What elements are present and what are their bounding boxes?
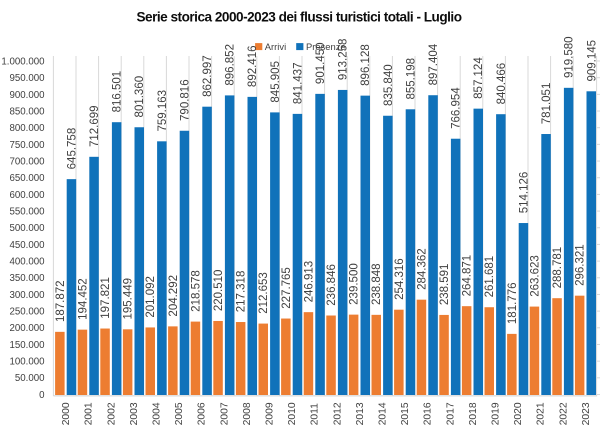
svg-text:218.578: 218.578	[190, 270, 202, 312]
svg-text:300.000: 300.000	[9, 290, 45, 301]
svg-text:204.292: 204.292	[168, 275, 180, 317]
svg-text:0: 0	[39, 390, 45, 401]
svg-text:236.846: 236.846	[326, 264, 338, 306]
svg-text:197.821: 197.821	[100, 277, 112, 319]
svg-text:766.954: 766.954	[451, 87, 463, 129]
svg-text:150.000: 150.000	[9, 340, 45, 351]
svg-text:181.776: 181.776	[507, 283, 519, 325]
svg-text:284.362: 284.362	[416, 248, 428, 290]
svg-text:2014: 2014	[378, 402, 389, 425]
svg-text:238.591: 238.591	[439, 264, 451, 306]
svg-text:2013: 2013	[355, 402, 366, 425]
svg-text:250.000: 250.000	[9, 307, 45, 318]
svg-text:514.126: 514.126	[518, 172, 530, 214]
svg-text:2012: 2012	[332, 402, 343, 425]
svg-text:2004: 2004	[152, 402, 163, 425]
svg-text:2001: 2001	[84, 402, 95, 425]
svg-text:254.316: 254.316	[394, 258, 406, 300]
svg-text:2007: 2007	[219, 402, 230, 425]
svg-text:650.000: 650.000	[9, 173, 45, 184]
svg-text:840.466: 840.466	[496, 63, 508, 105]
svg-text:200.000: 200.000	[9, 323, 45, 334]
svg-text:2017: 2017	[445, 402, 456, 425]
svg-text:712.699: 712.699	[89, 105, 101, 147]
svg-text:187.872: 187.872	[55, 280, 67, 322]
svg-text:600.000: 600.000	[9, 190, 45, 201]
svg-text:2000: 2000	[61, 402, 72, 425]
svg-text:195.449: 195.449	[123, 278, 135, 320]
svg-text:790.816: 790.816	[179, 79, 191, 121]
svg-text:2009: 2009	[265, 402, 276, 425]
svg-text:2021: 2021	[536, 402, 547, 425]
svg-text:950.000: 950.000	[9, 73, 45, 84]
svg-text:919.580: 919.580	[564, 36, 576, 78]
svg-text:2003: 2003	[129, 402, 140, 425]
svg-text:700.000: 700.000	[9, 156, 45, 167]
svg-text:781.051: 781.051	[541, 83, 553, 125]
svg-text:2010: 2010	[287, 402, 298, 425]
svg-text:400.000: 400.000	[9, 257, 45, 268]
svg-text:2020: 2020	[513, 402, 524, 425]
svg-text:50.000: 50.000	[15, 373, 45, 384]
svg-text:2018: 2018	[468, 402, 479, 425]
svg-text:850.000: 850.000	[9, 106, 45, 117]
svg-text:296.321: 296.321	[575, 244, 587, 286]
svg-text:264.871: 264.871	[462, 255, 474, 297]
svg-text:550.000: 550.000	[9, 206, 45, 217]
svg-text:288.781: 288.781	[552, 247, 564, 289]
svg-text:263.623: 263.623	[529, 255, 541, 297]
svg-text:909.145: 909.145	[586, 40, 598, 82]
svg-text:2006: 2006	[197, 402, 208, 425]
svg-text:900.000: 900.000	[9, 90, 45, 101]
svg-text:855.198: 855.198	[405, 58, 417, 100]
svg-text:835.840: 835.840	[383, 64, 395, 106]
svg-text:Serie storica 2000-2023 dei fl: Serie storica 2000-2023 dei flussi turis…	[136, 10, 461, 25]
svg-text:194.452: 194.452	[77, 278, 89, 320]
svg-text:2023: 2023	[581, 402, 592, 425]
svg-text:261.681: 261.681	[484, 256, 496, 298]
svg-text:862.997: 862.997	[202, 55, 214, 97]
svg-text:350.000: 350.000	[9, 273, 45, 284]
svg-text:901.450: 901.450	[315, 42, 327, 84]
svg-text:217.318: 217.318	[236, 271, 248, 313]
svg-text:239.500: 239.500	[349, 263, 361, 305]
svg-text:100.000: 100.000	[9, 357, 45, 368]
svg-text:2008: 2008	[242, 402, 253, 425]
svg-text:800.000: 800.000	[9, 123, 45, 134]
svg-text:892.416: 892.416	[247, 46, 259, 88]
svg-text:Presenze: Presenze	[306, 41, 346, 52]
svg-text:845.905: 845.905	[270, 61, 282, 103]
svg-text:2011: 2011	[310, 403, 321, 425]
svg-text:450.000: 450.000	[9, 240, 45, 251]
svg-text:841.437: 841.437	[292, 63, 304, 105]
svg-text:227.765: 227.765	[281, 267, 293, 309]
svg-text:Arrivi: Arrivi	[265, 41, 286, 52]
svg-text:1.000.000: 1.000.000	[1, 56, 45, 67]
svg-text:645.758: 645.758	[66, 128, 78, 170]
svg-text:913.258: 913.258	[338, 39, 350, 81]
svg-text:201.092: 201.092	[145, 276, 157, 318]
svg-text:750.000: 750.000	[9, 140, 45, 151]
svg-text:2002: 2002	[106, 402, 117, 425]
svg-text:2005: 2005	[174, 402, 185, 425]
svg-text:220.510: 220.510	[213, 270, 225, 312]
svg-text:212.653: 212.653	[258, 272, 270, 314]
svg-text:897.404: 897.404	[428, 43, 440, 85]
svg-text:896.128: 896.128	[360, 44, 372, 86]
svg-text:2022: 2022	[558, 402, 569, 425]
svg-text:816.501: 816.501	[112, 71, 124, 113]
svg-text:759.163: 759.163	[157, 90, 169, 132]
svg-text:500.000: 500.000	[9, 223, 45, 234]
svg-text:896.852: 896.852	[225, 44, 237, 86]
svg-text:238.848: 238.848	[371, 263, 383, 305]
svg-text:801.360: 801.360	[134, 76, 146, 118]
svg-text:246.913: 246.913	[303, 261, 315, 303]
svg-text:2015: 2015	[400, 402, 411, 425]
svg-text:2019: 2019	[491, 402, 502, 425]
svg-text:2016: 2016	[423, 402, 434, 425]
svg-text:857.124: 857.124	[473, 57, 485, 99]
